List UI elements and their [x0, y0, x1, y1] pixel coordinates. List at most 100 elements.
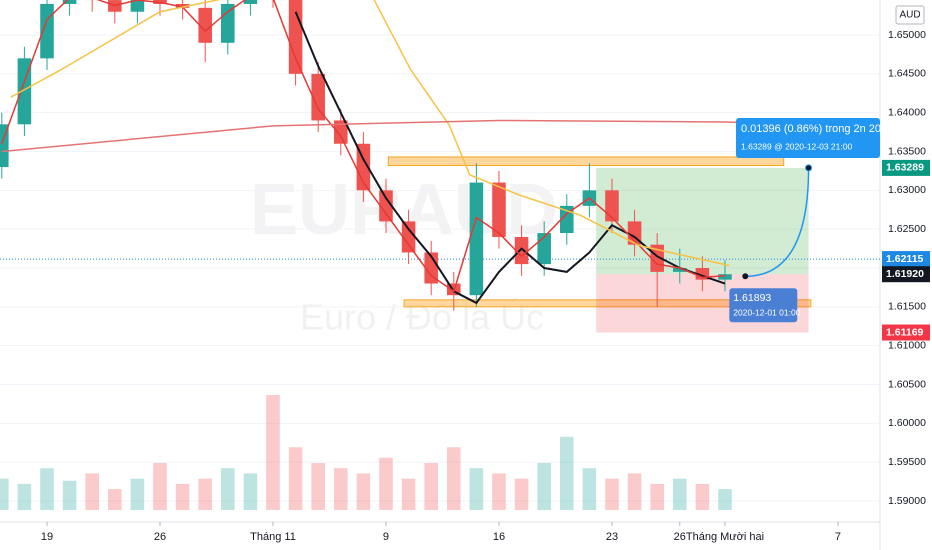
- last-price: 1.62115: [886, 253, 924, 265]
- projection-start-price: 1.61893: [733, 292, 771, 304]
- candle-body: [356, 143, 371, 191]
- x-tick-label: 26: [674, 531, 686, 543]
- volume-bar: [672, 478, 687, 510]
- volume-bar: [40, 468, 54, 510]
- y-tick-label: 1.59500: [888, 456, 926, 468]
- volume-bar: [695, 483, 710, 510]
- candle-body: [469, 182, 484, 296]
- projection-tooltip: [736, 118, 880, 158]
- candle-body: [514, 236, 529, 265]
- volume-bar: [175, 483, 190, 510]
- candle-body: [492, 182, 506, 237]
- candle-body: [560, 205, 574, 234]
- y-tick-label: 1.63000: [888, 184, 926, 196]
- x-tick-label: 7: [835, 531, 841, 543]
- volume-bar: [356, 473, 371, 510]
- volume-bar: [288, 447, 303, 510]
- candle-body: [40, 3, 54, 59]
- moving-average: [294, 11, 726, 305]
- projection-end: [805, 164, 813, 172]
- candle-body: [175, 3, 190, 8]
- target-price: 1.63289: [886, 162, 924, 174]
- stop-price: 1.61169: [886, 326, 924, 338]
- volume-bar: [243, 473, 258, 510]
- volume-bar: [627, 473, 642, 510]
- volume-bar: [514, 478, 529, 510]
- y-tick-label: 1.60000: [888, 417, 926, 429]
- volume-bar: [85, 473, 99, 510]
- zone: [387, 156, 785, 166]
- volume-bar: [198, 478, 212, 510]
- volume-bar: [334, 468, 348, 510]
- projection-start-box: [729, 288, 798, 323]
- candle-body: [62, 0, 77, 4]
- volume-bar: [17, 483, 32, 510]
- x-tick-label: 23: [606, 531, 618, 543]
- x-tick-label: 26: [154, 531, 166, 543]
- moving-average: [1, 0, 726, 293]
- y-tick-label: 1.60500: [888, 378, 926, 390]
- entry-price: 1.61920: [886, 268, 924, 280]
- volume-bar: [718, 489, 732, 510]
- candle-body: [243, 0, 258, 4]
- currency-box[interactable]: [895, 5, 925, 25]
- x-tick-label: Tháng 11: [250, 531, 296, 543]
- projection-start: [742, 273, 749, 280]
- x-tick-label: 9: [383, 531, 389, 543]
- y-tick-label: 1.61500: [888, 301, 926, 313]
- y-tick-label: 1.63500: [888, 145, 926, 157]
- x-tick-label: 19: [41, 531, 53, 543]
- candle-body: [17, 58, 32, 125]
- volume-bar: [221, 468, 235, 510]
- volume-bar: [130, 478, 145, 510]
- volume-bar: [153, 462, 167, 510]
- volume-bar: [311, 462, 325, 510]
- volume-bar: [62, 480, 77, 510]
- x-tick-label: Tháng Mười hai: [686, 531, 764, 543]
- candle-body: [401, 221, 416, 253]
- projection-start-time: 2020-12-01 01:00: [733, 308, 800, 318]
- volume-bar: [560, 436, 574, 510]
- currency[interactable]: AUD: [899, 10, 920, 21]
- projection-end-label: 1.63289 @ 2020-12-03 21:00: [741, 141, 852, 151]
- x-tick-label: 16: [493, 531, 505, 543]
- candle-body: [221, 3, 235, 43]
- volume-bar: [469, 468, 484, 510]
- y-tick-label: 1.64500: [888, 68, 926, 80]
- candle-body: [288, 0, 303, 74]
- entry-price-box: [882, 266, 930, 283]
- y-tick-label: 1.59000: [888, 495, 926, 507]
- volume-bar: [401, 478, 416, 510]
- candle-body: [130, 0, 145, 12]
- volume-bar: [424, 462, 438, 510]
- y-tick-label: 1.62500: [888, 223, 926, 235]
- candle-body: [672, 267, 687, 272]
- projection-curve: [745, 167, 810, 278]
- candle-body: [311, 73, 325, 121]
- projection-change: 0.01396 (0.86%) trong 2n 20g: [741, 123, 887, 135]
- y-tick-label: 1.61000: [888, 339, 926, 351]
- candle-body: [695, 267, 710, 280]
- y-tick-label: 1.65000: [888, 29, 926, 41]
- volume-bar: [379, 457, 393, 510]
- zone: [403, 299, 812, 308]
- candle-body: [379, 190, 393, 222]
- candle-body: [0, 124, 9, 168]
- volume-bar: [492, 473, 506, 510]
- volume-bar: [650, 483, 664, 510]
- moving-average: [10, 0, 730, 267]
- volume-bar: [537, 462, 551, 510]
- target-price-box: [882, 159, 930, 176]
- volume-bar: [605, 478, 619, 510]
- volume-bar: [266, 395, 280, 510]
- volume-bar: [0, 478, 9, 510]
- volume-bar: [108, 489, 122, 510]
- stop-price-box: [882, 324, 930, 341]
- candle-body: [334, 120, 348, 144]
- y-tick-label: 1.64000: [888, 106, 926, 118]
- candle-body: [718, 274, 732, 280]
- volume-bar: [582, 468, 597, 510]
- candle-body: [198, 7, 212, 43]
